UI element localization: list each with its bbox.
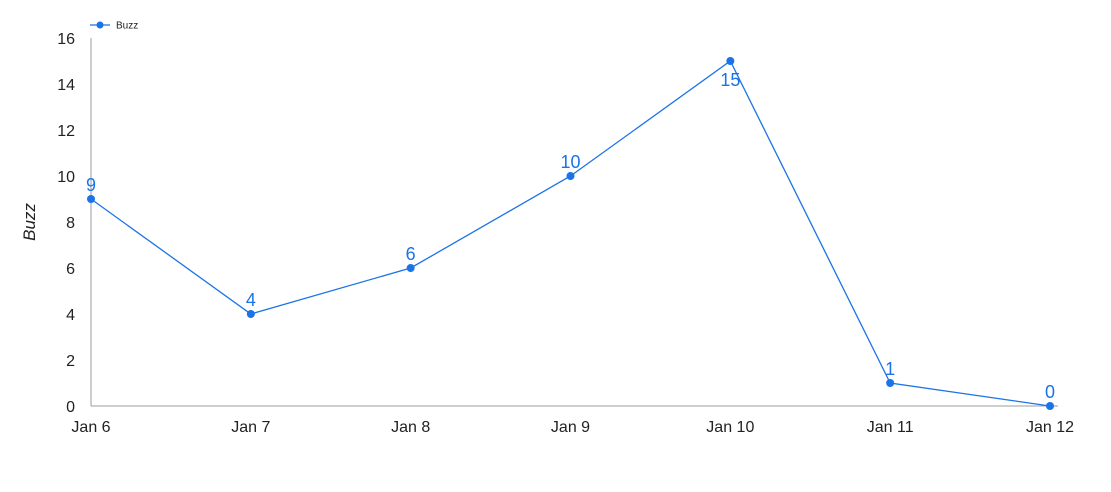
y-tick-label: 10 (57, 169, 75, 186)
x-tick-label: Jan 8 (391, 419, 430, 436)
data-label: 15 (720, 70, 740, 90)
series-line-buzz (90, 60, 1051, 407)
data-label: 10 (560, 152, 580, 172)
data-point (726, 57, 735, 65)
legend-label: Buzz (116, 21, 138, 32)
x-tick-label: Jan 6 (71, 419, 110, 436)
data-point (246, 310, 255, 318)
y-tick-label: 6 (66, 261, 75, 278)
data-label: 4 (246, 290, 256, 310)
y-tick-label: 8 (66, 215, 75, 232)
y-axis-title: Buzz (20, 203, 39, 241)
data-point (886, 379, 895, 387)
x-tick-label: Jan 9 (551, 419, 590, 436)
data-label: 6 (406, 244, 416, 264)
data-point (566, 172, 575, 180)
y-tick-label: 2 (66, 353, 75, 370)
data-point (87, 195, 95, 203)
y-tick-label: 4 (66, 307, 75, 324)
data-label: 1 (885, 359, 895, 379)
data-label: 0 (1045, 382, 1055, 402)
data-point (1046, 402, 1054, 410)
y-tick-label: 16 (57, 31, 75, 48)
x-tick-label: Jan 10 (706, 419, 754, 436)
x-tick-label: Jan 11 (867, 419, 914, 436)
legend-marker (96, 21, 104, 29)
x-tick-label: Jan 12 (1026, 419, 1074, 436)
data-point (406, 264, 415, 272)
y-tick-label: 14 (57, 77, 75, 94)
legend: Buzz (90, 21, 138, 32)
y-tick-label: 12 (57, 123, 75, 140)
x-tick-label: Jan 7 (231, 419, 270, 436)
series-layer (87, 57, 1054, 410)
data-label: 9 (86, 175, 96, 195)
y-tick-label: 0 (66, 399, 75, 416)
